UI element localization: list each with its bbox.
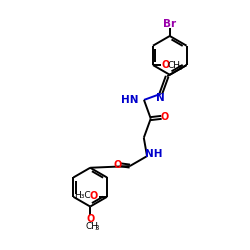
Text: N: N — [156, 93, 164, 103]
Text: O: O — [160, 112, 168, 122]
Text: NH: NH — [145, 149, 163, 159]
Text: O: O — [162, 60, 170, 70]
Text: H₃C: H₃C — [74, 191, 91, 200]
Text: 3: 3 — [95, 225, 100, 231]
Text: 3: 3 — [178, 65, 182, 71]
Text: CH: CH — [85, 222, 98, 231]
Text: HN: HN — [121, 95, 138, 105]
Text: Br: Br — [163, 18, 176, 28]
Text: O: O — [89, 191, 98, 201]
Text: O: O — [114, 160, 122, 170]
Text: O: O — [86, 214, 95, 224]
Text: CH: CH — [168, 61, 181, 70]
